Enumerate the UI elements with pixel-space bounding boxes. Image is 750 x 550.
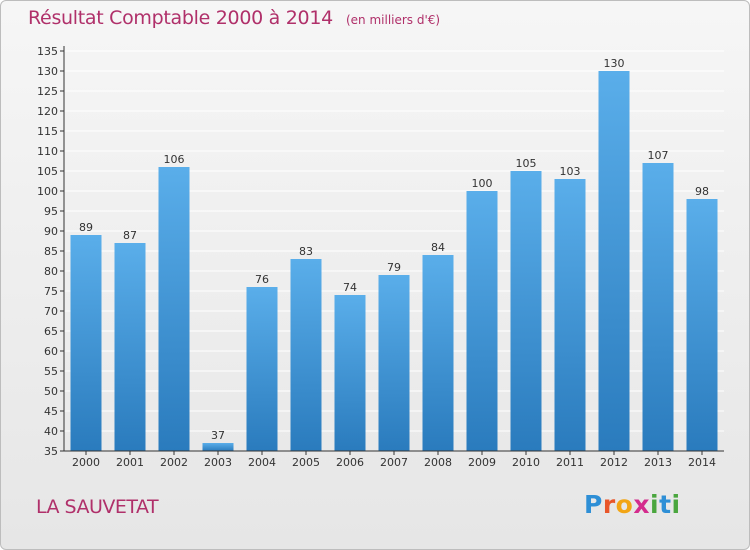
logo-letter: r — [602, 490, 616, 519]
labels: 89 87 106 37 76 83 74 79 84 100 105 103 130 107 98 — [79, 57, 709, 442]
y-tick-label: 120 — [37, 105, 58, 118]
y-tick-label: 55 — [44, 365, 58, 378]
value-label: 100 — [472, 177, 493, 190]
value-label: 107 — [648, 149, 669, 162]
x-tick-label: 2005 — [292, 456, 320, 469]
y-tick-label: 60 — [44, 345, 58, 358]
y-tick-label: 40 — [44, 425, 58, 438]
x-tick-label: 2011 — [556, 456, 584, 469]
y-tick-label: 90 — [44, 225, 58, 238]
axes: 35 40 45 50 55 60 65 70 75 80 85 90 95 100 105 110 115 12… — [37, 45, 724, 469]
value-label: 105 — [516, 157, 537, 170]
x-tick-label: 2002 — [160, 456, 188, 469]
logo-letter: P — [584, 490, 603, 519]
y-tick-label: 65 — [44, 325, 58, 338]
y-tick-label: 115 — [37, 125, 58, 138]
y-tick-label: 70 — [44, 305, 58, 318]
y-tick-label: 35 — [44, 445, 58, 458]
bar-2007 — [378, 275, 410, 451]
y-tick-label: 100 — [37, 185, 58, 198]
x-tick-label: 2010 — [512, 456, 540, 469]
value-label: 87 — [123, 229, 137, 242]
y-tick-label: 85 — [44, 245, 58, 258]
logo-letter: x — [633, 490, 650, 519]
x-tick-label: 2006 — [336, 456, 364, 469]
y-tick-label: 110 — [37, 145, 58, 158]
logo-letter: t — [659, 490, 672, 519]
bar-2014 — [686, 199, 718, 451]
x-tick-label: 2008 — [424, 456, 452, 469]
bar-2008 — [422, 255, 454, 451]
x-tick-label: 2001 — [116, 456, 144, 469]
x-tick-label: 2007 — [380, 456, 408, 469]
value-label: 130 — [604, 57, 625, 70]
value-label: 103 — [560, 165, 581, 178]
chart-title: Résultat Comptable 2000 à 2014 — [28, 7, 333, 29]
bar-2003 — [202, 443, 234, 451]
bars — [70, 71, 718, 451]
value-label: 74 — [343, 281, 357, 294]
y-tick-label: 45 — [44, 405, 58, 418]
bar-2010 — [510, 171, 542, 451]
x-tick-label: 2012 — [600, 456, 628, 469]
value-label: 37 — [211, 429, 225, 442]
value-label: 89 — [79, 221, 93, 234]
y-tick-label: 125 — [37, 85, 58, 98]
value-label: 76 — [255, 273, 269, 286]
chart-header: Résultat Comptable 2000 à 2014 (en milli… — [28, 7, 440, 29]
bar-2004 — [246, 287, 278, 451]
value-label: 79 — [387, 261, 401, 274]
x-tick-label: 2003 — [204, 456, 232, 469]
bar-2000 — [70, 235, 102, 451]
x-tick-label: 2014 — [688, 456, 716, 469]
bar-2011 — [554, 179, 586, 451]
bar-2005 — [290, 259, 322, 451]
proxiti-logo: Proxiti — [584, 490, 681, 519]
bar-2013 — [642, 163, 674, 451]
y-tick-label: 135 — [37, 45, 58, 58]
x-tick-label: 2000 — [72, 456, 100, 469]
y-tick-label: 50 — [44, 385, 58, 398]
value-label: 84 — [431, 241, 445, 254]
logo-letter: o — [615, 490, 634, 519]
place-name: LA SAUVETAT — [36, 496, 159, 518]
chart-subtitle: (en milliers d'€) — [345, 13, 441, 27]
bar-2001 — [114, 243, 146, 451]
value-label: 106 — [164, 153, 185, 166]
y-tick-label: 80 — [44, 265, 58, 278]
y-tick-label: 95 — [44, 205, 58, 218]
bar-2006 — [334, 295, 366, 451]
x-tick-label: 2004 — [248, 456, 276, 469]
x-tick-label: 2009 — [468, 456, 496, 469]
value-label: 98 — [695, 185, 709, 198]
y-tick-label: 130 — [37, 65, 58, 78]
bar-2002 — [158, 167, 190, 451]
logo-letter: i — [671, 490, 681, 519]
bar-2012 — [598, 71, 630, 451]
y-tick-label: 75 — [44, 285, 58, 298]
logo-letter: i — [650, 490, 660, 519]
bar-2009 — [466, 191, 498, 451]
y-tick-label: 105 — [37, 165, 58, 178]
x-tick-label: 2013 — [644, 456, 672, 469]
value-label: 83 — [299, 245, 313, 258]
